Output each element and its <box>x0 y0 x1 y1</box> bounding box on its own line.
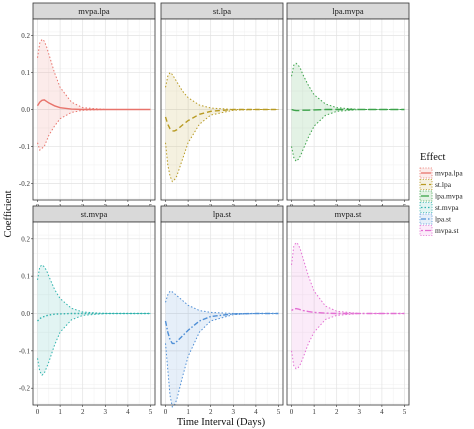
x-tick-label: 2 <box>335 408 339 416</box>
lower-bound-line <box>37 109 151 151</box>
panel-strip-label: mvpa.lpa <box>78 6 110 16</box>
x-tick-label: 4 <box>126 408 130 416</box>
upper-bound-line <box>291 62 405 110</box>
panel-border <box>160 18 284 201</box>
x-tick-label: 1 <box>58 408 62 416</box>
panel-st.lpa: st.lpa012345 <box>160 2 284 211</box>
y-tick-label: -0.1 <box>19 347 31 355</box>
panel-strip-label: st.lpa <box>213 6 231 16</box>
x-tick-label: 5 <box>149 408 153 416</box>
panel-border <box>286 18 410 201</box>
lower-bound-line <box>165 313 279 408</box>
legend-label: st.mvpa <box>435 203 459 212</box>
y-tick-label: 0.1 <box>21 273 30 281</box>
panel-strip-label: lpa.st <box>213 209 232 219</box>
legend-item-lpa.st: lpa.st <box>419 213 452 225</box>
y-axis-title: Coefficient <box>3 190 14 237</box>
y-tick-label: -0.2 <box>19 385 31 393</box>
y-tick-label: 0.1 <box>21 69 30 77</box>
panel-mvpa.st: mvpa.st 0 1 2 3 4 5 <box>286 205 410 416</box>
y-tick-label: 0.2 <box>21 32 30 40</box>
lower-bound-line <box>291 313 405 370</box>
legend-item-st.lpa: st.lpa <box>419 179 452 190</box>
estimate-line <box>291 108 405 112</box>
estimate-line <box>37 312 151 322</box>
legend-item-lpa.mvpa: lpa.mvpa <box>419 190 463 202</box>
panel-mvpa.lpa: mvpa.lpa012345-0.2-0.10.00.10.2 <box>19 2 156 211</box>
estimate-line <box>36 99 151 111</box>
y-tick-label: 0.0 <box>21 106 30 114</box>
x-tick-label: 0 <box>36 408 40 416</box>
legend-item-mvpa.st: mvpa.st <box>419 225 459 236</box>
y-tick-label: -0.1 <box>19 143 31 151</box>
panel-border <box>286 221 410 406</box>
y-tick-label: 0.0 <box>21 310 30 318</box>
panel-lpa.st: lpa.st 0 1 2 3 4 5 <box>160 205 284 416</box>
x-tick-label: 0 <box>164 408 168 416</box>
panel-strip-label: st.mvpa <box>81 209 108 219</box>
x-tick-label: 2 <box>209 408 213 416</box>
x-tick-label: 5 <box>403 408 407 416</box>
legend-item-mvpa.lpa: mvpa.lpa <box>419 167 463 179</box>
panel-strip-label: lpa.mvpa <box>332 6 364 16</box>
x-tick-label: 5 <box>277 408 281 416</box>
confidence-band <box>165 72 279 182</box>
x-tick-label: 3 <box>232 408 236 416</box>
x-tick-label: 3 <box>358 408 362 416</box>
legend-item-st.mvpa: st.mvpa <box>419 202 459 213</box>
y-tick-label: 0.2 <box>21 235 30 243</box>
panels-group: mvpa.lpa012345-0.2-0.10.00.10.2st.lpa012… <box>19 2 410 416</box>
confidence-band <box>291 242 405 369</box>
legend-label: mvpa.st <box>435 226 459 235</box>
y-tick-label: -0.2 <box>19 180 31 188</box>
confidence-band <box>291 63 405 162</box>
panel-strip-label: mvpa.st <box>335 209 362 219</box>
panel-border <box>160 221 284 406</box>
legend-label: lpa.mvpa <box>435 192 463 201</box>
panel-st.mvpa: st.mvpa 0 1 2 3 4 5 -0.2 -0.1 0.0 0.1 0.2 <box>19 205 156 416</box>
x-tick-label: 1 <box>312 408 316 416</box>
x-tick-label: 4 <box>254 408 258 416</box>
lower-bound-line <box>165 109 279 183</box>
x-tick-label: 4 <box>380 408 384 416</box>
legend-label: st.lpa <box>435 180 452 189</box>
x-axis-title: Time Interval (Days) <box>177 417 266 428</box>
legend-label: lpa.st <box>435 215 452 224</box>
estimate-line <box>164 108 279 132</box>
x-tick-label: 2 <box>81 408 85 416</box>
estimate-line <box>291 307 405 315</box>
x-tick-label: 3 <box>104 408 108 416</box>
upper-bound-line <box>165 290 279 314</box>
confidence-band <box>37 264 151 376</box>
legend-title: Effect <box>420 152 446 163</box>
x-tick-label: 0 <box>290 408 294 416</box>
x-tick-label: 1 <box>186 408 190 416</box>
lower-bound-line <box>37 313 151 376</box>
confidence-band <box>165 291 279 407</box>
confidence-band <box>37 39 151 151</box>
legend-label: mvpa.lpa <box>435 169 463 178</box>
legend: mvpa.lpa st.lpa lpa.mvpa st.mvpa lpa.st mvpa.… <box>419 167 463 236</box>
